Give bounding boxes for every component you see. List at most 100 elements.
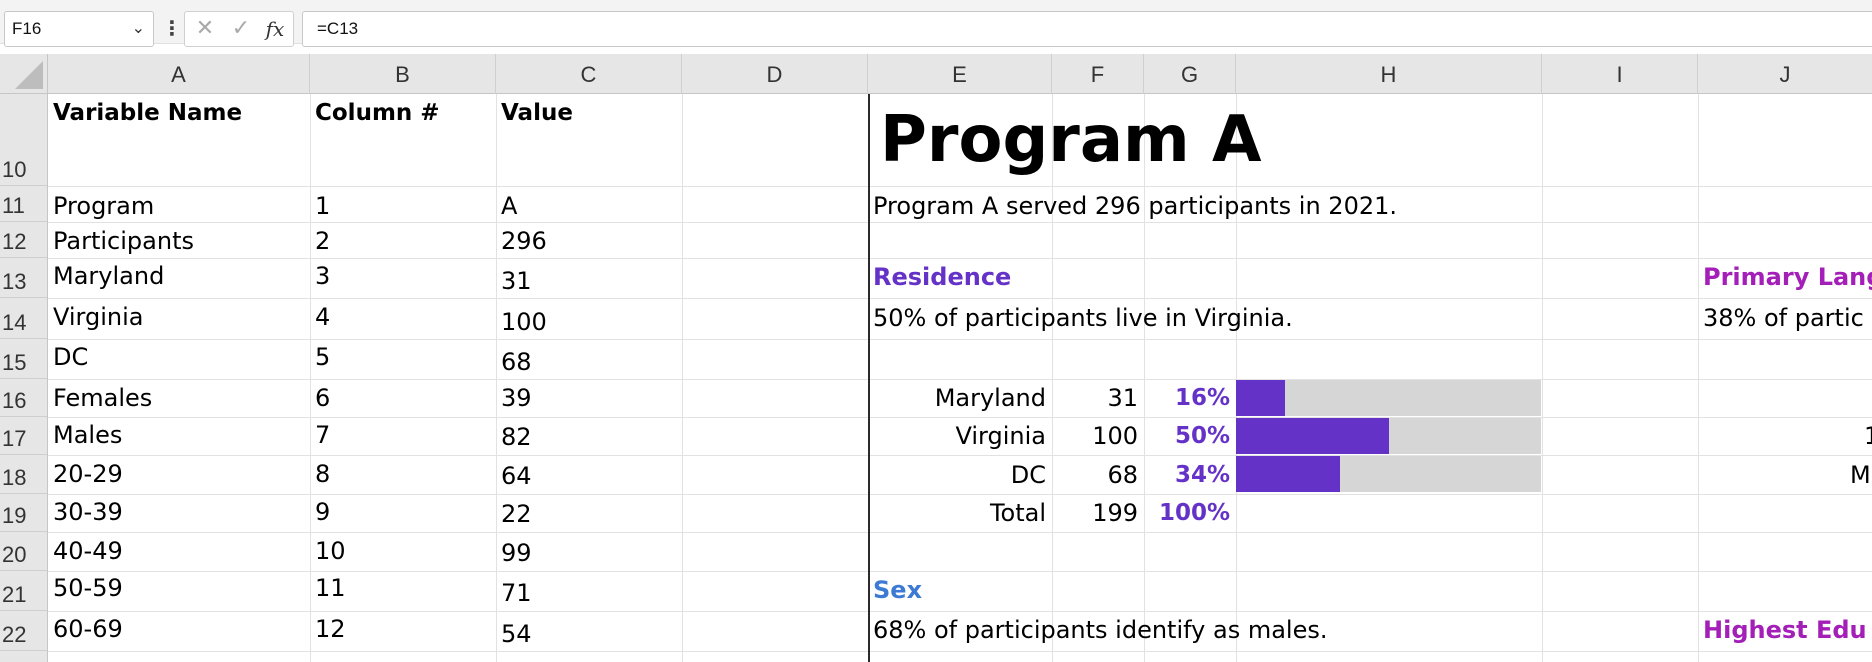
highest-education-heading: Highest Edu xyxy=(1703,616,1867,644)
residence-total-count: 199 xyxy=(1092,499,1138,527)
var-col-cell: 6 xyxy=(315,384,331,412)
gridline xyxy=(48,571,1872,572)
var-value-cell: 71 xyxy=(501,579,532,607)
chevron-down-icon[interactable]: ⌄ xyxy=(131,20,145,37)
column-header-d[interactable]: D xyxy=(682,54,868,94)
var-value-cell: 22 xyxy=(501,500,532,528)
header-variable-name: Variable Name xyxy=(53,100,243,126)
more-options-icon[interactable]: ⋮ xyxy=(162,16,182,40)
var-name-cell: Maryland xyxy=(53,262,165,290)
gridline xyxy=(1698,94,1699,662)
var-name-cell: DC xyxy=(53,343,89,371)
var-col-cell: 3 xyxy=(315,262,331,290)
gridline xyxy=(1542,94,1543,662)
gridline xyxy=(48,494,1872,495)
residence-label: DC xyxy=(1010,461,1046,489)
var-name-cell: 40-49 xyxy=(53,537,123,565)
var-col-cell: 11 xyxy=(315,574,346,602)
gridline xyxy=(48,298,1872,299)
row-header-13[interactable]: 13 xyxy=(0,258,47,298)
residence-pct: 50% xyxy=(1174,423,1230,449)
column-header-f[interactable]: F xyxy=(1052,54,1144,94)
var-col-cell: 12 xyxy=(315,615,346,643)
var-col-cell: 4 xyxy=(315,303,331,331)
residence-total-pct: 100% xyxy=(1158,500,1230,526)
var-value-cell: 100 xyxy=(501,308,547,336)
column-header-b[interactable]: B xyxy=(310,54,496,94)
var-col-cell: 1 xyxy=(315,192,331,220)
row-header-12[interactable]: 12 xyxy=(0,222,47,258)
gridline xyxy=(682,94,683,662)
formula-input[interactable]: =C13 xyxy=(302,11,1872,47)
row-header-15[interactable]: 15 xyxy=(0,339,47,379)
row-header-20[interactable]: 20 xyxy=(0,532,47,571)
gridline xyxy=(48,417,1872,418)
row-header-18[interactable]: 18 xyxy=(0,455,47,494)
var-col-cell: 7 xyxy=(315,421,331,449)
residence-bar xyxy=(1236,418,1389,454)
var-value-cell: 31 xyxy=(501,267,532,295)
row-header-21[interactable]: 21 xyxy=(0,571,47,611)
name-box-value: F16 xyxy=(12,19,42,38)
residence-sentence: 50% of participants live in Virginia. xyxy=(873,304,1293,332)
report-title: Program A xyxy=(880,103,1262,177)
var-value-cell: 54 xyxy=(501,620,532,648)
column-header-i[interactable]: I xyxy=(1542,54,1698,94)
residence-pct: 34% xyxy=(1174,462,1230,488)
row-headers: 10 11 12 13 14 15 16 17 18 19 20 21 22 xyxy=(0,94,48,662)
residence-label: Maryland xyxy=(934,384,1046,412)
residence-count: 68 xyxy=(1107,461,1138,489)
column-header-h[interactable]: H xyxy=(1236,54,1542,94)
var-value-cell: A xyxy=(501,192,518,220)
column-header-c[interactable]: C xyxy=(496,54,682,94)
gridline xyxy=(48,339,1872,340)
row-header-17[interactable]: 17 xyxy=(0,417,47,455)
var-name-cell: Females xyxy=(53,384,153,412)
gridline xyxy=(48,379,1872,380)
header-column-number: Column # xyxy=(315,100,440,126)
sex-sentence: 68% of participants identify as males. xyxy=(873,616,1328,644)
var-col-cell: 5 xyxy=(315,343,331,371)
var-value-cell: 296 xyxy=(501,227,547,255)
column-header-g[interactable]: G xyxy=(1144,54,1236,94)
row-header-11[interactable]: 11 xyxy=(0,186,47,222)
var-name-cell: 60-69 xyxy=(53,615,123,643)
var-name-cell: Males xyxy=(53,421,123,449)
residence-bar-track xyxy=(1236,380,1541,416)
gridline xyxy=(48,651,1872,652)
select-all-button[interactable] xyxy=(0,54,48,94)
residence-bar-track xyxy=(1236,456,1541,492)
var-value-cell: 82 xyxy=(501,423,532,451)
row-header-19[interactable]: 19 xyxy=(0,494,47,532)
var-col-cell: 9 xyxy=(315,498,331,526)
row-header-14[interactable]: 14 xyxy=(0,298,47,339)
residence-heading: Residence xyxy=(873,263,1012,291)
var-col-cell: 10 xyxy=(315,537,346,565)
check-icon[interactable]: ✓ xyxy=(231,16,251,41)
gridline xyxy=(48,186,1872,187)
residence-count: 31 xyxy=(1107,384,1138,412)
var-name-cell: 20-29 xyxy=(53,460,123,488)
primary-language-sentence: 38% of partic xyxy=(1703,304,1864,332)
column-header-j[interactable]: J xyxy=(1779,62,1791,87)
column-headers: A B C D E F G H I J xyxy=(48,54,1872,94)
column-header-a[interactable]: A xyxy=(48,54,310,94)
insert-function-icon[interactable]: fx xyxy=(265,17,285,41)
row-header-10[interactable]: 10 xyxy=(0,94,47,186)
spreadsheet-grid: A B C D E F G H I J 10 11 12 13 14 15 16… xyxy=(0,54,1872,662)
residence-label: Virginia xyxy=(955,422,1047,450)
var-value-cell: 64 xyxy=(501,462,532,490)
header-value: Value xyxy=(501,100,573,126)
report-summary: Program A served 296 participants in 202… xyxy=(873,192,1398,220)
gridline xyxy=(496,94,497,662)
var-name-cell: Virginia xyxy=(53,303,144,331)
gridline xyxy=(1236,94,1237,662)
row-header-16[interactable]: 16 xyxy=(0,379,47,417)
var-name-cell: 50-59 xyxy=(53,574,123,602)
column-header-e[interactable]: E xyxy=(868,54,1052,94)
row-header-22[interactable]: 22 xyxy=(0,611,47,651)
gridline xyxy=(1052,94,1053,662)
cell-area[interactable]: Variable Name Column # Value Program 1 A… xyxy=(48,94,1872,662)
name-box[interactable]: F16 ⌄ xyxy=(4,11,154,47)
cancel-icon[interactable]: ✕ xyxy=(195,16,215,41)
